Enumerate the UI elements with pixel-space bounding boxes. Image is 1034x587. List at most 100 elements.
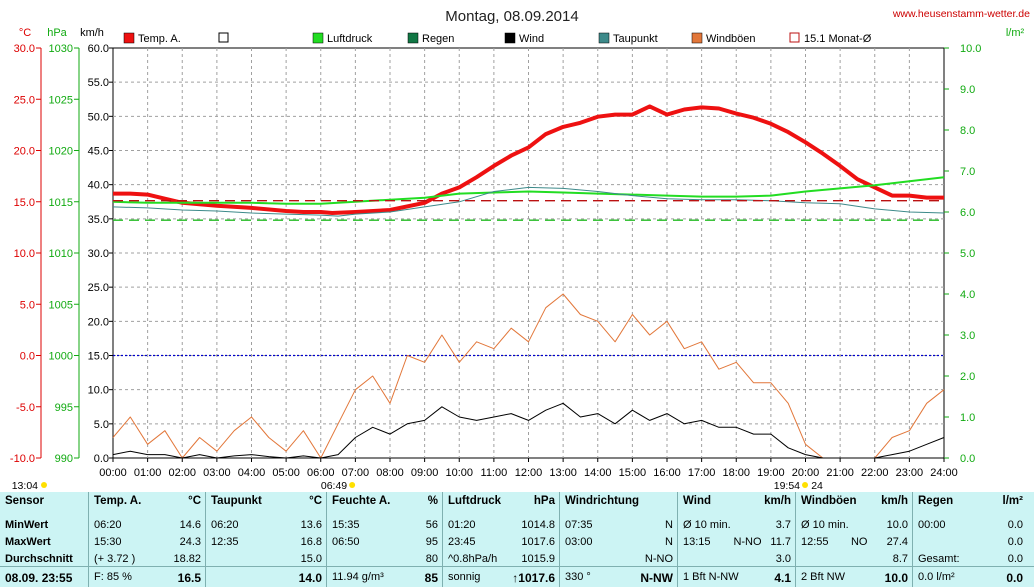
x-tick-labels: 00:00 01:00 02:00 03:00 04:00 05:00 06:00 07:00… xyxy=(99,458,958,479)
legend-swatch xyxy=(218,32,229,43)
stats-row: 06:50 95 xyxy=(327,536,443,551)
current-row: 0.0 l/m² 0.0 xyxy=(913,571,1028,586)
luftdruck-line xyxy=(112,176,945,205)
stats-row: 15:35 56 xyxy=(327,519,443,534)
cell-value: 11.7 xyxy=(770,536,791,548)
column-title: Feuchte A. xyxy=(332,495,391,507)
rain-axis-tick-label: 0.0 xyxy=(960,453,975,465)
x-tick-label: 00:00 xyxy=(99,467,127,479)
stats-column: Windrichtung 07:35 N 03:00 N N-NO 330 ° N-NW xyxy=(559,492,678,587)
cell-value: N-NO xyxy=(644,553,673,565)
legend-label: 15.1 Monat-Ø xyxy=(804,33,872,45)
sun-marker-icon xyxy=(802,482,809,488)
site-url[interactable]: www.heusenstamm-wetter.de xyxy=(892,8,1030,20)
chart-title: Montag, 08.09.2014 xyxy=(445,8,578,25)
legend-label: Luftdruck xyxy=(327,33,373,45)
cell-value: 15.0 xyxy=(300,553,322,565)
cell-value: 0.0 xyxy=(1007,553,1023,565)
pressure-axis-tick-label: 1000 xyxy=(49,351,73,363)
stats-row: MaxWert xyxy=(0,536,88,551)
cell-value: 8.7 xyxy=(892,553,908,565)
wind-axis-tick-label: 15.0 xyxy=(88,351,109,363)
x-tick-label: 03:00 xyxy=(203,467,231,479)
stats-row: 12:35 16.8 xyxy=(206,536,327,551)
wind-axis-tick-label: 60.0 xyxy=(88,43,109,55)
stats-row: 15:30 24.3 xyxy=(89,536,206,551)
wind-axis-tick-label: 50.0 xyxy=(88,111,109,123)
x-tick-label: 23:00 xyxy=(896,467,924,479)
column-header: Feuchte A.% xyxy=(327,495,443,511)
stats-row: (+ 3.72 ) 18.82 xyxy=(89,553,206,568)
column-title: Wind xyxy=(683,495,711,507)
cell-value: 0.0 xyxy=(1006,571,1023,585)
cell-value: 16.8 xyxy=(300,536,322,548)
pressure-axis-tick-label: 995 xyxy=(55,402,73,414)
current-row: 1 Bft N-NW 4.1 xyxy=(678,571,796,586)
sun-marker-icon xyxy=(41,482,47,488)
cell-label: 08.09. 23:55 xyxy=(5,571,73,585)
cell-label: ^0.8hPa/h xyxy=(448,553,498,565)
rain-axis-tick-label: 5.0 xyxy=(960,248,975,260)
stats-row: 8.7 xyxy=(796,553,913,568)
rain-axis-tick-label: 1.0 xyxy=(960,412,975,424)
cell-label: Ø 10 min. xyxy=(801,519,849,531)
series-lines xyxy=(112,104,945,459)
stats-row: 13:15 N-NO 11.7 xyxy=(678,536,796,551)
cell-label: (+ 3.72 ) xyxy=(94,553,136,565)
column-header: Regen l/m² xyxy=(913,495,1028,511)
stats-row: 12:55 NO 27.4 xyxy=(796,536,913,551)
wind-axis-tick-label: 35.0 xyxy=(88,214,109,226)
column-header: Windrichtung xyxy=(560,495,678,511)
wind-axis-tick-label: 20.0 xyxy=(88,316,109,328)
column-unit: °C xyxy=(309,495,322,507)
rain-axis-tick-label: 2.0 xyxy=(960,371,975,383)
cell-value: 10.0 xyxy=(884,571,908,585)
x-tick-label: 12:00 xyxy=(515,467,543,479)
windb-en-line xyxy=(112,293,945,459)
cell-label: 03:00 xyxy=(565,536,593,548)
column-unit: l/m² xyxy=(1002,495,1023,507)
column-title: Windrichtung xyxy=(565,495,639,507)
cell-label: 06:20 xyxy=(94,519,122,531)
marker-label: 19:54 xyxy=(774,480,800,492)
current-row: 11.94 g/m³ 85 xyxy=(327,571,443,586)
cell-label: 06:50 xyxy=(332,536,360,548)
cell-label: F: 85 % xyxy=(94,571,132,583)
stats-row: Durchschnitt xyxy=(0,553,88,568)
pressure-axis-tick-label: 990 xyxy=(55,453,73,465)
stats-column: Wind km/h Ø 10 min. 3.7 13:15 N-NO 11.7 3.0 1 Bf… xyxy=(677,492,796,587)
cell-value: 27.4 xyxy=(886,536,908,548)
stats-row: 23:45 1017.6 xyxy=(443,536,560,551)
rain-axis-tick-label: 7.0 xyxy=(960,166,975,178)
cell-value: 0.0 xyxy=(1007,519,1023,531)
stats-row: N-NO xyxy=(560,553,678,568)
wind-axis-tick-label: 40.0 xyxy=(88,180,109,192)
stats-column: Feuchte A.% 15:35 56 06:50 95 80 11.94 g/m³ 85 xyxy=(326,492,443,587)
cell-value: ↑1017.6 xyxy=(512,571,555,585)
marker-label: 24 xyxy=(811,480,823,492)
x-tick-label: 20:00 xyxy=(792,467,820,479)
stats-row: 07:35 N xyxy=(560,519,678,534)
current-row: 2 Bft NW 10.0 xyxy=(796,571,913,586)
legend-swatch xyxy=(691,32,703,44)
cell-label: 01:20 xyxy=(448,519,476,531)
column-title: Luftdruck xyxy=(448,495,502,507)
x-tick-label: 08:00 xyxy=(376,467,404,479)
taupunkt-line xyxy=(112,186,945,217)
column-title: Temp. A. xyxy=(94,495,142,507)
legend-label: Regen xyxy=(422,33,454,45)
rain-unit-label: l/m² xyxy=(1006,27,1025,39)
pressure-axis-tick-label: 1030 xyxy=(49,43,73,55)
current-row: 08.09. 23:55 xyxy=(0,571,88,586)
cell-value: 18.82 xyxy=(173,553,201,565)
cell-value: 3.7 xyxy=(775,519,791,531)
stats-row: Ø 10 min. 10.0 xyxy=(796,519,913,534)
rain-axis-tick-label: 4.0 xyxy=(960,289,975,301)
stats-row: Ø 10 min. 3.7 xyxy=(678,519,796,534)
marker-label: 13:04 xyxy=(12,480,38,492)
cell-label: 13:15 xyxy=(683,536,711,548)
cell-label: MaxWert xyxy=(5,536,51,548)
temp-axis-tick-label: 20.0 xyxy=(14,146,35,158)
stats-row: 01:20 1014.8 xyxy=(443,519,560,534)
temp-axis-tick-label: 10.0 xyxy=(14,248,35,260)
